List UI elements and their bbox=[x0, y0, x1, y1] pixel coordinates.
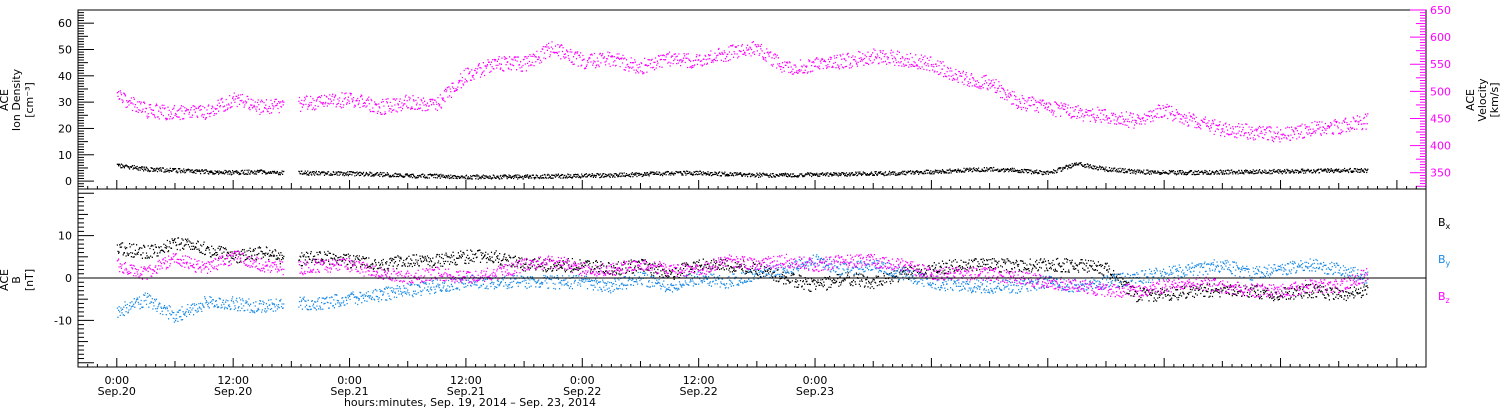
bottom-panel: -10 0 10 ACE B [nT] Bx By Bz bbox=[0, 188, 1451, 368]
top-right-tick-label: 550 bbox=[1430, 58, 1451, 71]
top-series-1 bbox=[116, 41, 1369, 143]
top-left-axis: 0 10 20 30 40 50 60 bbox=[58, 9, 94, 190]
top-right-tick-label: 350 bbox=[1430, 167, 1451, 180]
x-tick-date-label: Sep.22 bbox=[563, 385, 601, 398]
x-tick-time-label: 0:00 bbox=[803, 374, 828, 387]
top-left-ylabel-line2: Ion Density bbox=[10, 68, 23, 131]
x-tick-date-label: Sep.23 bbox=[796, 385, 834, 398]
bottom-ylabel-line2: B bbox=[10, 276, 23, 284]
top-panel-frame bbox=[77, 9, 1427, 190]
x-tick-date-label: Sep.20 bbox=[214, 385, 252, 398]
bottom-ylabel-line1: ACE bbox=[0, 269, 11, 291]
x-axis-label: hours:minutes, Sep. 19, 2014 – Sep. 23, … bbox=[344, 396, 596, 409]
top-left-tick-label: 50 bbox=[58, 43, 72, 56]
bottom-series-1 bbox=[116, 254, 1369, 323]
top-left-ylabel-line1: ACE bbox=[0, 89, 11, 111]
x-tick-date-label: Sep.20 bbox=[98, 385, 136, 398]
top-right-tick-label: 500 bbox=[1430, 85, 1451, 98]
top-right-tick-label: 400 bbox=[1430, 140, 1451, 153]
top-right-tick-label: 450 bbox=[1430, 112, 1451, 125]
top-right-axis: 350 400 450 500 550 600 650 bbox=[1410, 4, 1451, 190]
bottom-left-tick-label: 0 bbox=[65, 272, 72, 285]
x-tick-time-label: 0:00 bbox=[337, 374, 362, 387]
bottom-ylabel-line3: [nT] bbox=[23, 269, 36, 291]
bottom-series-2-points bbox=[116, 250, 1369, 298]
x-tick-date-label: Sep.21 bbox=[330, 385, 368, 398]
bottom-series-0 bbox=[116, 237, 1369, 303]
x-tick-time-label: 12:00 bbox=[450, 374, 482, 387]
top-left-ylabel-line3: [cm⁻³] bbox=[23, 82, 36, 118]
bottom-series-1-points bbox=[116, 254, 1369, 323]
top-right-ylabel-line3: [km/s] bbox=[1488, 82, 1500, 117]
x-tick-time-label: 12:00 bbox=[217, 374, 249, 387]
top-right-tick-label: 650 bbox=[1430, 4, 1451, 17]
top-left-tick-label: 0 bbox=[65, 175, 72, 188]
top-series-group bbox=[116, 41, 1369, 180]
top-right-ylabel-line1: ACE bbox=[1464, 89, 1477, 111]
bottom-left-axis: -10 0 10 bbox=[54, 188, 94, 368]
top-left-tick-label: 60 bbox=[58, 17, 72, 30]
top-left-tick-label: 40 bbox=[58, 70, 72, 83]
x-tick-date-label: Sep.22 bbox=[680, 385, 718, 398]
top-left-tick-label: 30 bbox=[58, 96, 72, 109]
legend: Bx By Bz bbox=[1438, 216, 1451, 305]
top-series-1-points bbox=[116, 41, 1369, 143]
x-tick-time-label: 0:00 bbox=[570, 374, 595, 387]
top-right-ylabel-line2: Velocity bbox=[1476, 78, 1489, 122]
x-axis: 0:00Sep.2012:00Sep.200:00Sep.2112:00Sep.… bbox=[77, 180, 1427, 398]
bottom-series-2 bbox=[116, 250, 1369, 298]
top-right-tick-label: 600 bbox=[1430, 31, 1451, 44]
x-tick-time-label: 12:00 bbox=[683, 374, 715, 387]
top-left-tick-label: 20 bbox=[58, 122, 72, 135]
x-tick-time-label: 0:00 bbox=[104, 374, 129, 387]
legend-bz: Bz bbox=[1438, 290, 1450, 305]
top-series-0 bbox=[116, 161, 1369, 180]
x-tick-date-label: Sep.21 bbox=[447, 385, 485, 398]
top-left-tick-label: 10 bbox=[58, 149, 72, 162]
legend-by: By bbox=[1438, 253, 1451, 268]
top-series-0-points bbox=[116, 161, 1369, 180]
bottom-left-tick-label: -10 bbox=[54, 314, 72, 327]
bottom-series-0-points bbox=[116, 237, 1369, 303]
bottom-series-group bbox=[116, 237, 1369, 323]
bottom-left-tick-label: 10 bbox=[58, 230, 72, 243]
legend-bx: Bx bbox=[1438, 216, 1451, 231]
